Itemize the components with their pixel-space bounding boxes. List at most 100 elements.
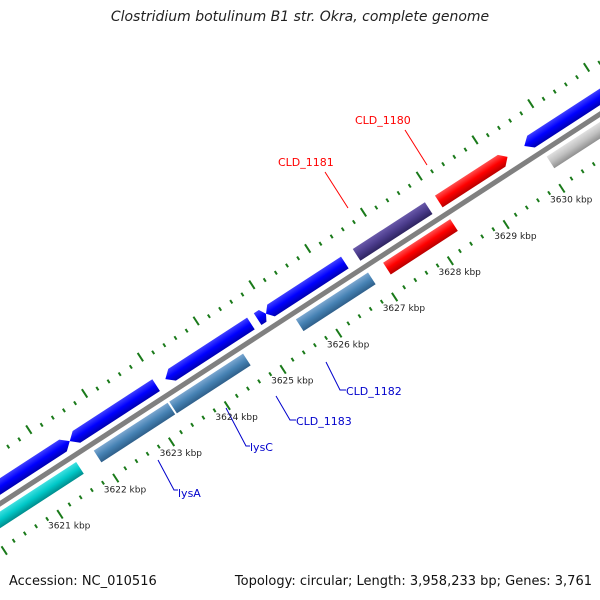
label-CLD_1181[interactable]: CLD_1181 [278, 156, 334, 169]
outer-tick [304, 243, 312, 254]
outer-tick [485, 132, 490, 138]
inner-tick [580, 169, 585, 174]
gene-CLD_1181[interactable] [352, 202, 433, 261]
inner-tick [223, 400, 231, 411]
gene-forward-e[interactable] [520, 59, 600, 152]
outer-tick [352, 219, 356, 225]
kbp-label: 3625 kbp [271, 377, 314, 387]
outer-tick [285, 263, 289, 268]
label-lysA[interactable]: lysA [178, 487, 201, 500]
outer-tick [50, 415, 55, 420]
outer-tick [218, 306, 223, 312]
inner-tick [22, 531, 27, 536]
outer-tick [359, 207, 368, 218]
outer-tick [396, 190, 401, 196]
gene-CLD_1183[interactable] [295, 272, 376, 332]
callout-CLD_1183 [275, 395, 296, 421]
inner-tick [391, 292, 399, 302]
outer-tick [95, 386, 100, 391]
outer-tick [229, 299, 234, 304]
inner-tick [101, 480, 105, 486]
inner-tick [424, 270, 429, 275]
callout-lysC [225, 407, 250, 447]
gene-forward-d[interactable] [262, 256, 349, 320]
callout-lysA [157, 459, 178, 491]
inner-tick [11, 538, 16, 543]
gene-CLD_1181-reverse[interactable] [383, 219, 458, 275]
inner-tick [547, 190, 552, 196]
inner-tick [324, 335, 328, 341]
inner-tick [190, 422, 195, 428]
label-CLD_1183[interactable]: CLD_1183 [296, 415, 352, 428]
outer-tick [62, 408, 66, 413]
inner-tick [201, 415, 206, 420]
gene-gray-reverse[interactable] [546, 82, 600, 169]
inner-tick [491, 227, 496, 232]
inner-tick [502, 219, 510, 230]
kbp-label: 3630 kbp [550, 196, 593, 206]
gene-lysA[interactable] [93, 402, 176, 463]
outer-tick [25, 424, 33, 435]
inner-tick [123, 466, 128, 471]
outer-tick [575, 74, 579, 80]
inner-tick [34, 524, 38, 529]
inner-tick [45, 516, 50, 522]
inner-tick [212, 408, 217, 413]
gene-labels: CLD_1180 CLD_1181 CLD_1182 CLD_1183 lysC… [157, 114, 428, 500]
inner-tick [279, 364, 287, 375]
inner-tick [446, 256, 454, 266]
outer-tick [240, 292, 245, 297]
gene-forward-b[interactable] [66, 379, 160, 447]
outer-tick [415, 171, 423, 181]
outer-tick [597, 60, 600, 65]
outer-tick [340, 227, 345, 232]
outer-tick [296, 256, 301, 261]
callout-CLD_1180 [404, 129, 428, 166]
kbp-label: 3623 kbp [160, 449, 203, 459]
inner-tick [591, 161, 596, 167]
kbp-label: 3626 kbp [327, 341, 370, 351]
inner-tick [312, 342, 317, 348]
inner-tick [480, 234, 485, 239]
outer-tick [527, 98, 535, 109]
outer-tick [430, 169, 434, 174]
outer-tick [329, 234, 334, 239]
gene-forward-c[interactable] [162, 317, 255, 385]
outer-tick [184, 328, 189, 333]
inner-tick [56, 509, 64, 520]
reverse-strand [0, 82, 600, 553]
kbp-labels: 3621 kbp 3622 kbp 3623 kbp 3624 kbp 3625 kbp… [48, 196, 593, 532]
inner-tick [290, 357, 295, 362]
inner-tick [112, 473, 120, 483]
gene-cyan-reverse[interactable] [0, 462, 84, 553]
label-CLD_1180[interactable]: CLD_1180 [355, 114, 411, 127]
inner-tick [435, 263, 440, 268]
gene-lysA-forward[interactable] [0, 435, 74, 529]
outer-tick [6, 444, 11, 449]
outer-tick [248, 279, 256, 290]
forward-strand [0, 59, 600, 529]
inner-tick [524, 205, 529, 210]
gene-lysC[interactable] [169, 353, 251, 414]
kbp-label: 3622 kbp [104, 485, 147, 495]
gene-forward-small[interactable] [253, 308, 270, 326]
kbp-label: 3627 kbp [383, 304, 426, 314]
callout-CLD_1182 [325, 361, 346, 391]
inner-tick [89, 487, 94, 493]
label-CLD_1182[interactable]: CLD_1182 [346, 385, 402, 398]
outer-tick-row [6, 60, 600, 449]
outer-tick [192, 316, 200, 326]
outer-tick [273, 270, 278, 275]
outer-tick [117, 371, 122, 377]
inner-tick [536, 198, 540, 203]
inner-tick [167, 437, 176, 447]
gene-CLD_1180[interactable] [434, 151, 511, 208]
outer-tick [128, 364, 133, 370]
inner-tick [469, 241, 473, 246]
map-title: Clostridium botulinum B1 str. Okra, comp… [110, 9, 490, 25]
outer-tick [519, 111, 524, 116]
kbp-label: 3621 kbp [48, 522, 91, 532]
outer-tick [17, 437, 22, 442]
label-lysC[interactable]: lysC [250, 441, 273, 454]
